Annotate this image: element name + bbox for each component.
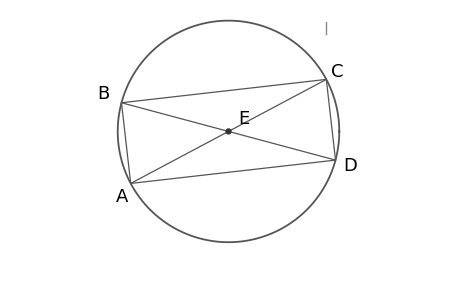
Text: C: C [331, 63, 344, 81]
Text: E: E [239, 110, 250, 128]
Circle shape [226, 129, 231, 134]
Text: A: A [116, 188, 128, 206]
Text: B: B [98, 85, 110, 103]
Text: D: D [343, 157, 357, 175]
